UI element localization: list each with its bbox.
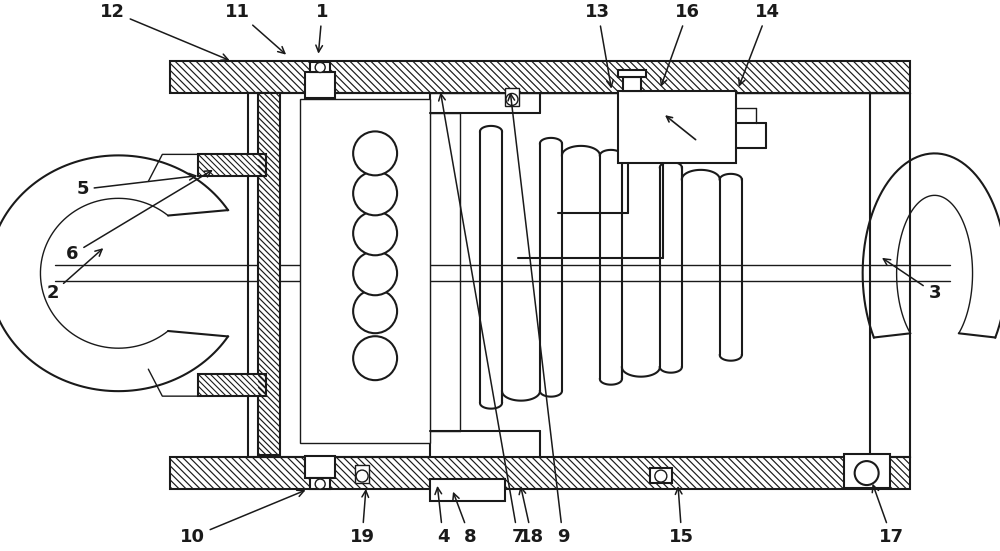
Bar (505, 89, 519, 106)
Bar (305, 456, 335, 478)
Text: 18: 18 (519, 488, 545, 546)
Circle shape (353, 289, 397, 333)
Bar (170, 62, 910, 94)
Circle shape (315, 479, 325, 489)
Bar (198, 374, 266, 396)
Bar (355, 465, 369, 483)
Circle shape (356, 470, 368, 482)
Bar (430, 479, 505, 501)
Circle shape (855, 461, 879, 485)
Text: 15: 15 (669, 488, 694, 546)
Circle shape (353, 336, 397, 380)
Circle shape (315, 62, 325, 73)
Bar (300, 99, 430, 443)
Text: 11: 11 (225, 3, 285, 53)
Bar (618, 71, 646, 78)
Bar (310, 478, 330, 489)
Circle shape (353, 131, 397, 175)
Text: 6: 6 (66, 171, 211, 263)
Bar (305, 73, 335, 99)
Text: 13: 13 (585, 3, 613, 87)
Text: 9: 9 (508, 94, 569, 546)
Text: 1: 1 (316, 3, 328, 52)
Text: 14: 14 (739, 3, 780, 85)
Text: 12: 12 (100, 3, 228, 60)
Bar (198, 154, 266, 176)
Text: 5: 5 (76, 174, 196, 198)
Circle shape (353, 171, 397, 215)
Circle shape (353, 212, 397, 255)
Bar (844, 454, 890, 488)
Bar (170, 457, 910, 489)
Circle shape (655, 470, 667, 482)
Text: 17: 17 (872, 485, 904, 546)
Text: 2: 2 (46, 249, 102, 302)
Bar (618, 91, 736, 164)
Text: 16: 16 (660, 3, 700, 85)
Text: 4: 4 (435, 488, 449, 546)
Bar (258, 94, 280, 455)
Text: 8: 8 (453, 493, 476, 546)
Circle shape (506, 94, 518, 105)
Text: 3: 3 (883, 259, 941, 302)
Text: 10: 10 (180, 490, 304, 546)
Circle shape (353, 251, 397, 295)
Text: 7: 7 (439, 94, 524, 546)
Bar (310, 62, 330, 73)
Bar (650, 468, 672, 483)
Bar (623, 78, 641, 91)
Text: 19: 19 (350, 490, 375, 546)
